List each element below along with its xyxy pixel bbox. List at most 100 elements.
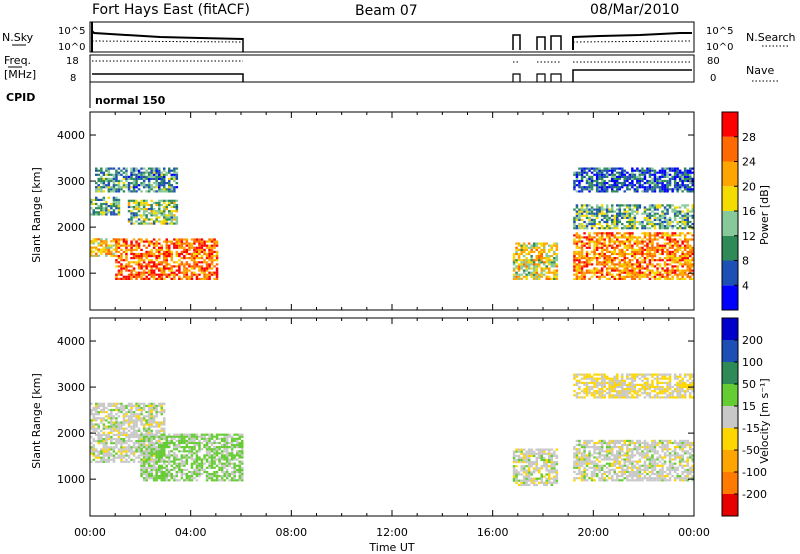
scatter-cell <box>595 173 599 176</box>
scatter-cell <box>616 214 619 217</box>
scatter-cell <box>155 406 158 410</box>
scatter-cell <box>648 184 652 187</box>
scatter-cell <box>125 244 128 247</box>
scatter-cell <box>681 216 684 219</box>
scatter-cell <box>656 179 659 183</box>
scatter-cell <box>185 441 189 445</box>
scatter-cell <box>150 199 153 202</box>
scatter-cell <box>641 225 644 228</box>
scatter-cell <box>628 216 632 219</box>
scatter-cell <box>137 454 141 457</box>
scatter-cell <box>200 261 204 264</box>
scatter-cell <box>605 456 609 459</box>
scatter-cell <box>97 442 100 445</box>
scatter-cell <box>95 448 98 451</box>
scatter-cell <box>517 269 521 272</box>
scatter-cell <box>666 277 669 280</box>
scatter-cell <box>555 252 559 256</box>
scatter-cell <box>638 468 642 471</box>
scatter-cell <box>220 470 224 474</box>
scatter-cell <box>147 417 151 420</box>
scatter-cell <box>155 242 158 245</box>
scatter-cell <box>225 443 229 447</box>
scatter-cell <box>681 186 684 189</box>
scatter-cell <box>671 250 674 253</box>
scatter-cell <box>205 267 209 270</box>
scatter-cell <box>92 242 95 245</box>
scatter-cell <box>115 446 118 449</box>
scatter-cell <box>623 257 626 260</box>
scatter-cell <box>208 448 211 451</box>
scatter-cell <box>163 250 166 253</box>
scatter-cell <box>550 456 554 459</box>
scatter-cell <box>681 214 684 217</box>
scatter-cell <box>147 212 151 215</box>
scatter-cell <box>155 265 158 268</box>
scatter-cell <box>165 437 168 440</box>
scatter-cell <box>158 423 161 426</box>
scatter-cell <box>686 252 689 256</box>
scatter-cell <box>520 483 523 486</box>
scatter-cell <box>110 435 113 439</box>
scatter-cell <box>527 465 531 468</box>
scatter-cell <box>190 464 194 467</box>
scatter-cell <box>183 441 186 445</box>
scatter-cell <box>605 206 609 209</box>
scatter-cell <box>210 475 214 478</box>
scatter-cell <box>215 475 219 478</box>
scatter-cell <box>605 234 609 237</box>
scatter-cell <box>125 265 128 268</box>
scatter-cell <box>636 188 639 191</box>
scatter-cell <box>550 477 554 480</box>
scatter-cell <box>590 220 594 224</box>
scatter-cell <box>208 259 211 262</box>
scatter-cell <box>580 265 584 268</box>
scatter-cell <box>646 223 649 226</box>
scatter-cell <box>681 210 684 213</box>
scatter-cell <box>107 171 111 174</box>
scatter-cell <box>590 263 594 266</box>
scatter-cell <box>686 263 689 266</box>
scatter-cell <box>150 269 153 272</box>
scatter-cell <box>578 269 581 272</box>
scatter-cell <box>205 477 209 480</box>
scatter-cell <box>666 227 669 230</box>
scatter-cell <box>125 269 128 272</box>
scatter-cell <box>163 419 166 422</box>
scatter-cell <box>636 472 639 476</box>
scatter-cell <box>593 273 596 276</box>
scatter-cell <box>145 415 148 418</box>
scatter-cell <box>213 246 216 249</box>
scatter-cell <box>105 252 108 255</box>
scatter-cell <box>198 242 201 245</box>
scatter-cell <box>540 448 543 451</box>
scatter-cell <box>152 408 156 412</box>
scatter-cell <box>593 475 596 478</box>
scatter-cell <box>145 190 148 193</box>
scatter-cell <box>605 271 609 274</box>
scatter-cell <box>598 441 601 445</box>
scatter-cell <box>691 248 694 251</box>
scatter-cell <box>170 184 173 187</box>
scatter-cell <box>125 433 128 436</box>
scatter-cell <box>578 472 581 476</box>
scatter-cell <box>676 212 679 215</box>
scatter-cell <box>97 190 100 193</box>
scatter-cell <box>661 269 664 272</box>
scatter-cell <box>145 456 148 459</box>
scatter-cell <box>198 441 201 445</box>
scatter-cell <box>213 277 216 280</box>
scatter-cell <box>117 456 121 459</box>
scatter-cell <box>618 261 621 264</box>
scatter-cell <box>160 177 163 180</box>
scatter-cell <box>180 435 184 438</box>
scatter-cell <box>605 259 609 262</box>
scatter-cell <box>160 190 163 193</box>
scatter-cell <box>676 214 679 217</box>
scatter-cell <box>603 227 606 230</box>
scatter-cell <box>626 232 629 235</box>
scatter-cell <box>168 475 171 478</box>
scatter-cell <box>198 450 201 453</box>
scatter-cell <box>155 257 158 260</box>
scatter-cell <box>110 419 113 422</box>
